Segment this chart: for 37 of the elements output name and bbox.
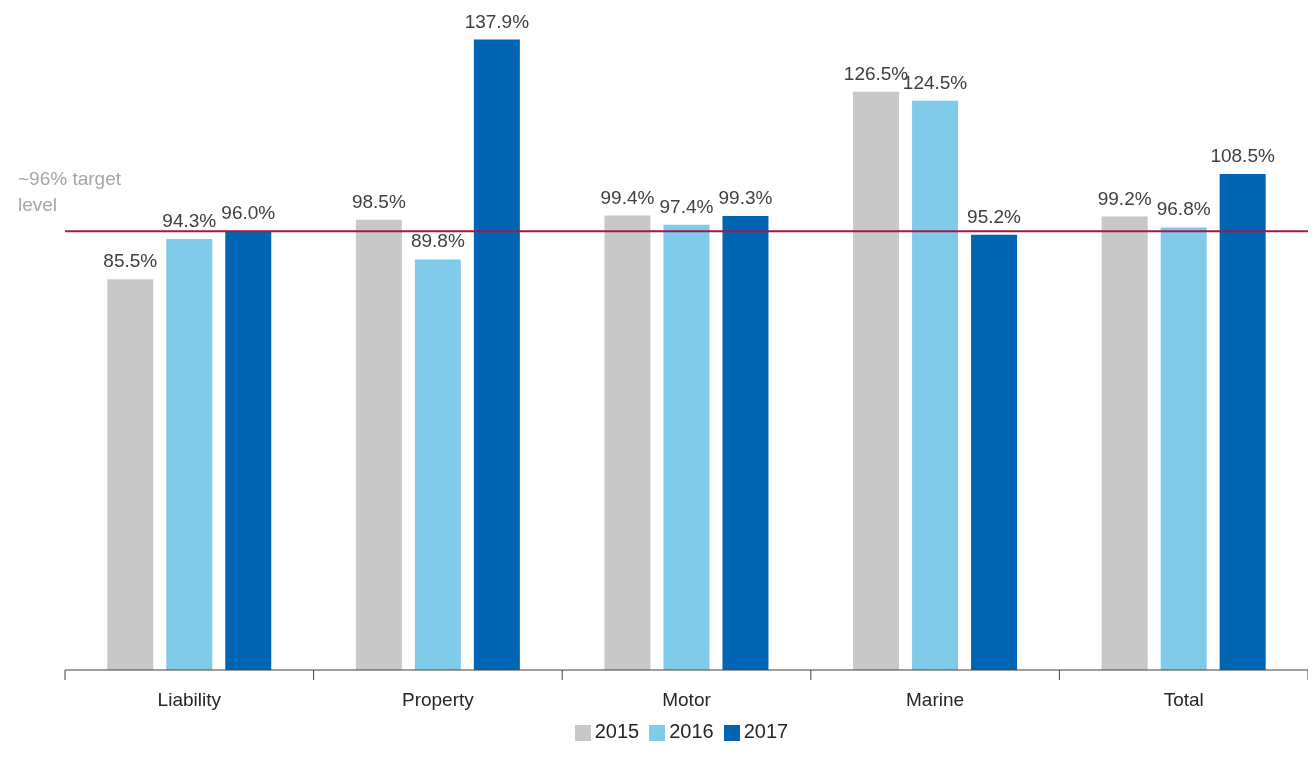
bar xyxy=(912,100,959,670)
bar xyxy=(1219,174,1266,670)
bar xyxy=(663,224,710,670)
data-label: 96.0% xyxy=(221,202,276,224)
data-label: 95.2% xyxy=(967,205,1022,227)
bar xyxy=(1160,227,1207,670)
x-tick-label: Liability xyxy=(157,689,222,710)
legend-label: 2016 xyxy=(669,720,714,742)
data-label: 137.9% xyxy=(464,10,530,32)
data-label: 99.3% xyxy=(718,187,773,209)
bar xyxy=(225,231,272,670)
legend-label: 2015 xyxy=(594,720,640,742)
data-label: 94.3% xyxy=(162,209,217,231)
x-tick-label: Marine xyxy=(906,689,965,710)
bar xyxy=(604,215,651,670)
bar xyxy=(1101,216,1148,670)
bar xyxy=(355,219,402,670)
bar xyxy=(853,91,900,670)
bar xyxy=(166,238,213,670)
data-label: 85.5% xyxy=(103,250,158,272)
data-label: 96.8% xyxy=(1156,198,1211,220)
data-label: 99.4% xyxy=(600,186,655,208)
bar xyxy=(722,216,769,670)
ref-line-label: ~96% target level xyxy=(18,168,122,216)
data-label: 99.2% xyxy=(1097,187,1152,209)
data-label: 98.5% xyxy=(351,190,406,212)
data-label: 97.4% xyxy=(659,195,714,217)
legend-label: 2017 xyxy=(743,720,789,742)
bar xyxy=(971,234,1018,670)
x-tick-label: Property xyxy=(401,689,475,710)
bar xyxy=(473,39,520,670)
x-tick-label: Motor xyxy=(662,689,712,710)
bar xyxy=(414,259,461,670)
bar xyxy=(107,279,154,670)
data-label: 108.5% xyxy=(1210,145,1275,166)
x-tick-label: Total xyxy=(1163,689,1204,710)
data-label: 89.8% xyxy=(410,230,465,252)
